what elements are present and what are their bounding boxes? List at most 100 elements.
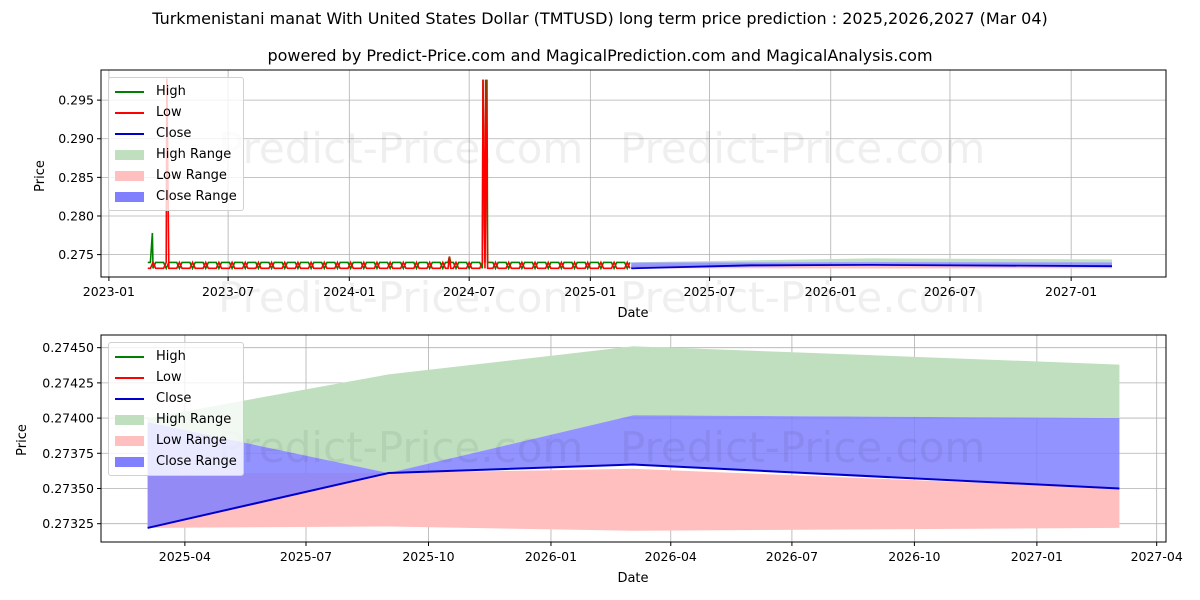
legend-item-low: Low: [115, 102, 237, 123]
legend-item-high-range: High Range: [115, 409, 237, 430]
top-chart: Predict-Price.com Predict-Price.com Pred…: [33, 69, 1167, 322]
legend-label: High: [156, 84, 186, 99]
top-watermarks: Predict-Price.com Predict-Price.com Pred…: [218, 124, 985, 322]
x-tick-label: 2026-07: [766, 549, 818, 564]
y-tick-label: 0.27425: [42, 375, 94, 390]
bottom-axes-frame: [100, 334, 1167, 543]
legend-item-close: Close: [115, 388, 237, 409]
close-line: [631, 263, 1112, 270]
x-tick-label: 2026-10: [888, 549, 940, 564]
x-tick-label: 2025-07: [683, 284, 735, 299]
watermark: Predict-Price.com: [620, 273, 985, 322]
chart-title: Turkmenistani manat With United States D…: [152, 9, 1048, 28]
bottom-watermarks: Predict-Price.com Predict-Price.com: [218, 423, 985, 472]
top-x-label: Date: [617, 306, 648, 321]
x-tick-label: 2025-01: [564, 284, 616, 299]
bottom-x-axis: 2025-04 2025-07 2025-10 2026-01 2026-04 2026-…: [159, 542, 1183, 564]
bottom-x-label: Date: [617, 571, 648, 586]
legend-label: High Range: [156, 412, 232, 427]
top-legend: High Low Close High Range Low Range Close Ran…: [108, 77, 244, 211]
legend-swatch: [115, 435, 144, 446]
legend-item-close: Close: [115, 123, 237, 144]
bottom-y-label: Price: [15, 424, 30, 456]
legend-swatch: [115, 376, 144, 379]
legend-item-high: High: [115, 81, 237, 102]
legend-swatch: [115, 90, 144, 93]
legend-label: Low: [156, 370, 182, 385]
chart-subtitle: powered by Predict-Price.com and Magical…: [267, 46, 933, 65]
legend-item-high: High: [115, 346, 237, 367]
x-tick-label: 2025-10: [402, 549, 454, 564]
watermark: Predict-Price.com: [218, 273, 583, 322]
legend-swatch: [115, 456, 144, 467]
legend-item-close-range: Close Range: [115, 186, 237, 207]
legend-swatch: [115, 132, 144, 135]
legend-item-close-range: Close Range: [115, 451, 237, 472]
top-y-axis: 0.275 0.280 0.285 0.290 0.295: [58, 93, 101, 262]
legend-label: Low: [156, 105, 182, 120]
band-close-range: [631, 262, 1112, 269]
x-tick-label: 2026-04: [645, 549, 697, 564]
x-tick-label: 2027-04: [1131, 549, 1183, 564]
legend-swatch: [115, 170, 144, 181]
legend-item-low-range: Low Range: [115, 165, 237, 186]
watermark: Predict-Price.com: [218, 124, 583, 173]
x-tick-label: 2025-04: [159, 549, 211, 564]
top-axes-frame: [100, 69, 1167, 278]
legend-item-low-range: Low Range: [115, 430, 237, 451]
legend-label: Close: [156, 391, 192, 406]
y-tick-label: 0.27325: [42, 516, 94, 531]
legend-swatch: [115, 397, 144, 400]
x-tick-label: 2024-01: [323, 284, 375, 299]
bottom-y-axis: 0.27325 0.27350 0.27375 0.27400 0.27425 0.274…: [42, 340, 101, 531]
x-tick-label: 2027-01: [1045, 284, 1097, 299]
top-grid: [101, 70, 1166, 277]
x-tick-label: 2026-01: [805, 284, 857, 299]
y-tick-label: 0.285: [58, 170, 94, 185]
legend-swatch: [115, 149, 144, 160]
legend-swatch: [115, 111, 144, 114]
legend-swatch: [115, 355, 144, 358]
y-tick-label: 0.27450: [42, 340, 94, 355]
legend-item-low: Low: [115, 367, 237, 388]
legend-swatch: [115, 414, 144, 425]
top-y-label: Price: [33, 160, 48, 192]
top-series: [147, 78, 1112, 271]
legend-item-high-range: High Range: [115, 144, 237, 165]
legend-label: Close Range: [156, 454, 237, 469]
legend-label: High Range: [156, 147, 232, 162]
low-line: [147, 78, 631, 270]
band-close-range: [147, 415, 1120, 528]
watermark: Predict-Price.com: [218, 423, 583, 472]
x-tick-label: 2026-07: [924, 284, 976, 299]
x-tick-label: 2026-01: [525, 549, 577, 564]
legend-label: Low Range: [156, 433, 227, 448]
x-tick-label: 2023-01: [83, 284, 135, 299]
y-tick-label: 0.27375: [42, 446, 94, 461]
watermark: Predict-Price.com: [620, 124, 985, 173]
y-tick-label: 0.295: [58, 93, 94, 108]
legend-swatch: [115, 191, 144, 202]
watermark: Predict-Price.com: [620, 423, 985, 472]
x-tick-label: 2023-07: [202, 284, 254, 299]
bottom-series: [147, 346, 1120, 531]
legend-label: Close Range: [156, 189, 237, 204]
x-tick-label: 2025-07: [280, 549, 332, 564]
x-tick-label: 2027-01: [1011, 549, 1063, 564]
top-x-axis: 2023-01 2023-07 2024-01 2024-07 2025-01 2025-…: [83, 277, 1097, 299]
bottom-legend: High Low Close High Range Low Range Close Ran…: [108, 342, 244, 476]
close-line: [147, 463, 1120, 529]
band-high-range: [631, 258, 1112, 263]
band-low-range: [147, 468, 1120, 531]
bottom-chart: Predict-Price.com Predict-Price.com 2025…: [15, 334, 1183, 586]
x-tick-label: 2024-07: [443, 284, 495, 299]
y-tick-label: 0.290: [58, 131, 94, 146]
y-tick-label: 0.27350: [42, 481, 94, 496]
y-tick-label: 0.275: [58, 247, 94, 262]
band-high-range: [147, 346, 1120, 473]
y-tick-label: 0.27400: [42, 411, 94, 426]
legend-label: Close: [156, 126, 192, 141]
legend-label: Low Range: [156, 168, 227, 183]
y-tick-label: 0.280: [58, 208, 94, 223]
